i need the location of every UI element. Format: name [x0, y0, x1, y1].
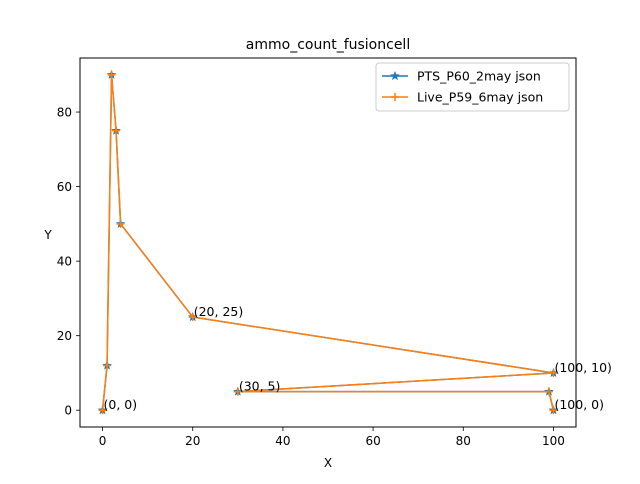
legend-label: PTS_P60_2may json: [417, 69, 541, 84]
y-tick-label: 60: [57, 180, 72, 194]
y-tick-label: 20: [57, 329, 72, 343]
series-2: [98, 70, 558, 415]
x-tick-label: 20: [185, 434, 200, 448]
data-point: [188, 313, 197, 322]
point-annotation: (0, 0): [104, 397, 138, 412]
plot-area: (0, 0) (20, 25) (100, 10) (30, 5) (100, 0): [97, 69, 612, 415]
data-point: [544, 387, 553, 396]
chart-title: ammo_count_fusioncell: [246, 37, 410, 53]
y-axis-label: Y: [43, 228, 52, 242]
legend-marker: [391, 93, 399, 101]
point-annotation: (20, 25): [194, 304, 244, 319]
x-tick-label: 40: [275, 434, 290, 448]
data-point: [112, 126, 121, 135]
legend-marker: [390, 70, 400, 81]
y-tick-label: 40: [57, 255, 72, 269]
legend: PTS_P60_2may json Live_P59_6may json: [375, 62, 570, 112]
legend-entry: PTS_P60_2may json: [382, 69, 541, 84]
point-annotation: (30, 5): [239, 379, 281, 394]
legend-entry: Live_P59_6may json: [382, 90, 543, 105]
point-annotation: (100, 0): [554, 397, 604, 412]
x-tick-label: 100: [542, 434, 565, 448]
data-point: [107, 70, 116, 79]
legend-label: Live_P59_6may json: [417, 90, 543, 105]
axis-ticks: 0 20 40 60 80 100 0 20 40 60 80: [57, 106, 565, 448]
plot-frame: [79, 57, 577, 428]
x-tick-label: 80: [456, 434, 471, 448]
data-point: [103, 361, 112, 370]
data-point: [116, 219, 125, 228]
x-axis-label: X: [324, 456, 332, 470]
y-tick-label: 80: [57, 106, 72, 120]
data-point: [549, 406, 558, 415]
x-tick-label: 60: [365, 434, 380, 448]
x-tick-label: 0: [99, 434, 107, 448]
y-tick-label: 0: [64, 404, 72, 418]
data-point: [233, 387, 242, 396]
legend-box: [375, 62, 570, 112]
series-line: [101, 74, 555, 411]
point-annotation: (100, 10): [554, 360, 611, 375]
data-point: [549, 368, 558, 377]
data-point: [98, 406, 107, 415]
